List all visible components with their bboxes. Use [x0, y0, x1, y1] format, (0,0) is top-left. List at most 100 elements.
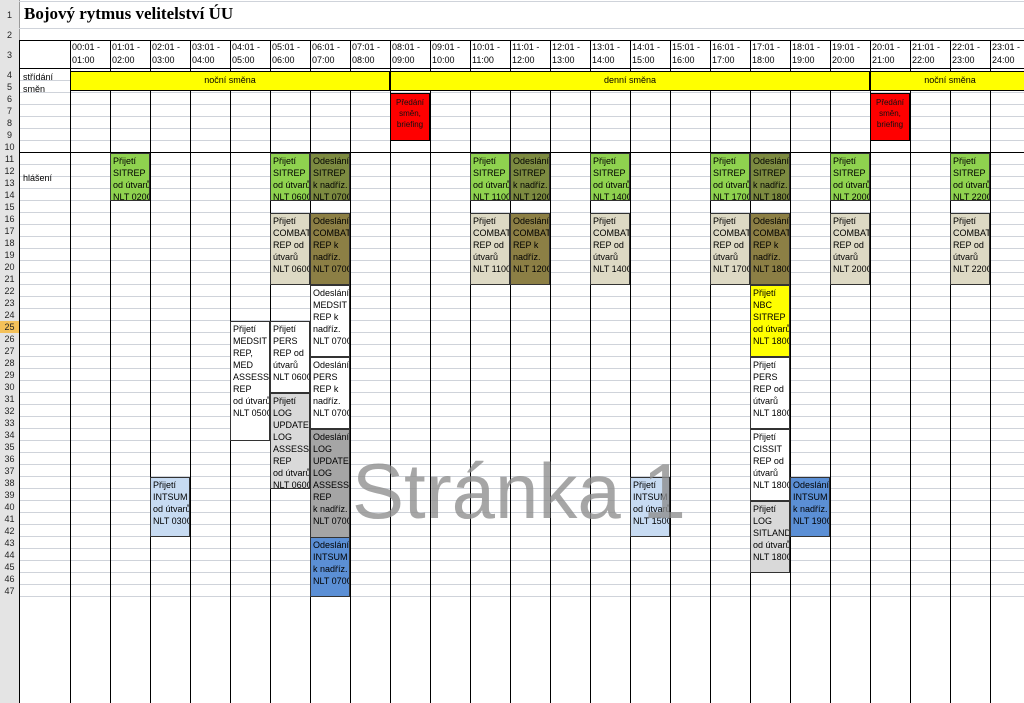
- row-number[interactable]: 16: [4, 214, 15, 224]
- shift-bar[interactable]: noční směna: [70, 71, 390, 91]
- row-number[interactable]: 38: [4, 478, 15, 488]
- row-number[interactable]: 21: [4, 274, 15, 284]
- row-number[interactable]: 22: [4, 286, 15, 296]
- briefing-block[interactable]: Předání směn, briefing: [870, 93, 910, 141]
- report-block[interactable]: Přijetí COMBAT REP od útvarů NLT 1400: [590, 213, 630, 285]
- hour-header[interactable]: 01:01 -02:00: [112, 42, 141, 65]
- row-number[interactable]: 1: [6, 10, 12, 20]
- hour-header[interactable]: 15:01 -16:00: [672, 42, 701, 65]
- hour-header[interactable]: 10:01 -11:00: [472, 42, 501, 65]
- row-number[interactable]: 32: [4, 406, 15, 416]
- hour-header[interactable]: 23:01 -24:00: [992, 42, 1021, 65]
- hour-header[interactable]: 17:01 -18:00: [752, 42, 781, 65]
- report-block[interactable]: Přijetí CISSIT REP od útvarů NLT 1800: [750, 429, 790, 501]
- hour-header[interactable]: 07:01 -08:00: [352, 42, 381, 65]
- hour-header[interactable]: 03:01 -04:00: [192, 42, 221, 65]
- hour-header[interactable]: 18:01 -19:00: [792, 42, 821, 65]
- shift-bar[interactable]: noční směna: [870, 71, 1024, 91]
- row-number[interactable]: 45: [4, 562, 15, 572]
- report-block[interactable]: Přijetí COMBAT REP od útvarů NLT 1100: [470, 213, 510, 285]
- row-number[interactable]: 36: [4, 454, 15, 464]
- row-number[interactable]: 27: [4, 346, 15, 356]
- report-block[interactable]: Přijetí LOG SITLAND od útvarů NLT 1800: [750, 501, 790, 573]
- row-number[interactable]: 42: [4, 526, 15, 536]
- row-number[interactable]: 26: [4, 334, 15, 344]
- row-number[interactable]: 19: [4, 250, 15, 260]
- row-number[interactable]: 35: [4, 442, 15, 452]
- report-block[interactable]: Odeslání LOG UPDATE LOG ASSESS REP k nadříz. NL…: [310, 429, 350, 549]
- hour-header[interactable]: 21:01 -22:00: [912, 42, 941, 65]
- report-block[interactable]: Odeslání SITREP k nadříz. NLT 1200: [510, 153, 550, 201]
- hour-header[interactable]: 11:01 -12:00: [512, 42, 540, 65]
- row-number[interactable]: 7: [6, 106, 12, 116]
- row-number[interactable]: 17: [4, 226, 15, 236]
- row-number[interactable]: 30: [4, 382, 15, 392]
- hour-header[interactable]: 06:01 -07:00: [312, 42, 341, 65]
- row-number[interactable]: 37: [4, 466, 15, 476]
- report-block[interactable]: Přijetí COMBAT REP od útvarů NLT 2000: [830, 213, 870, 285]
- row-number[interactable]: 3: [6, 50, 12, 60]
- report-block[interactable]: Přijetí SITREP od útvarů NLT 0600: [270, 153, 310, 201]
- hour-header[interactable]: 16:01 -17:00: [712, 42, 741, 65]
- hour-header[interactable]: 12:01 -13:00: [552, 42, 581, 65]
- report-block[interactable]: Odeslání MEDSIT REP k nadříz. NLT 0700: [310, 285, 350, 357]
- report-block[interactable]: Přijetí SITREP od útvarů NLT 1400: [590, 153, 630, 201]
- report-block[interactable]: Odeslání COMBAT REP k nadříz. NLT 1800: [750, 213, 790, 285]
- row-number[interactable]: 47: [4, 586, 15, 596]
- report-block[interactable]: Odeslání INTSUM k nadříz. NLT 0700: [310, 537, 350, 597]
- hour-header[interactable]: 00:01 -01:00: [72, 42, 101, 65]
- row-number[interactable]: 10: [4, 142, 15, 152]
- hour-header[interactable]: 19:01 -20:00: [832, 42, 861, 65]
- hour-header[interactable]: 22:01 -23:00: [952, 42, 981, 65]
- row-number[interactable]: 8: [6, 118, 12, 128]
- report-block[interactable]: Přijetí SITREP od útvarů NLT 2200: [950, 153, 990, 201]
- report-block[interactable]: Přijetí COMBAT REP od útvarů NLT 1700: [710, 213, 750, 285]
- hour-header[interactable]: 14:01 -15:00: [632, 42, 661, 65]
- report-block[interactable]: Přijetí INTSUM od útvarů NLT 1500: [630, 477, 670, 537]
- report-block[interactable]: Odeslání SITREP k nadříz. NLT 0700: [310, 153, 350, 201]
- row-number[interactable]: 14: [4, 190, 15, 200]
- row-number[interactable]: 34: [4, 430, 15, 440]
- report-block[interactable]: Odeslání PERS REP k nadříz. NLT 0700: [310, 357, 350, 429]
- row-number[interactable]: 24: [4, 310, 15, 320]
- row-number[interactable]: 6: [6, 94, 12, 104]
- row-number[interactable]: 46: [4, 574, 15, 584]
- row-number[interactable]: 25: [0, 321, 19, 333]
- row-number[interactable]: 11: [4, 154, 15, 164]
- report-block[interactable]: Odeslání COMBAT REP k nadříz. NLT 0700: [310, 213, 350, 285]
- hour-header[interactable]: 13:01 -14:00: [592, 42, 621, 65]
- row-number[interactable]: 5: [6, 82, 12, 92]
- report-block[interactable]: Přijetí MEDSIT REP, MED ASSESS REP od útvarů NL…: [230, 321, 270, 441]
- report-block[interactable]: Přijetí SITREP od útvarů NLT 1700: [710, 153, 750, 201]
- row-number[interactable]: 29: [4, 370, 15, 380]
- hour-header[interactable]: 05:01 -06:00: [272, 42, 301, 65]
- report-block[interactable]: Přijetí PERS REP od útvarů NLT 1800: [750, 357, 790, 429]
- report-block[interactable]: Přijetí NBC SITREP od útvarů NLT 1800: [750, 285, 790, 357]
- row-number[interactable]: 39: [4, 490, 15, 500]
- hour-header[interactable]: 20:01 -21:00: [872, 42, 901, 65]
- row-number[interactable]: 15: [4, 202, 15, 212]
- report-block[interactable]: Přijetí INTSUM od útvarů NLT 0300: [150, 477, 190, 537]
- row-number[interactable]: 9: [6, 130, 12, 140]
- row-number[interactable]: 13: [4, 178, 15, 188]
- row-number[interactable]: 31: [4, 394, 15, 404]
- row-number[interactable]: 41: [4, 514, 15, 524]
- row-number[interactable]: 33: [4, 418, 15, 428]
- row-number[interactable]: 23: [4, 298, 15, 308]
- hour-header[interactable]: 02:01 -03:00: [152, 42, 181, 65]
- row-number[interactable]: 43: [4, 538, 15, 548]
- report-block[interactable]: Přijetí SITREP od útvarů NLT 2000: [830, 153, 870, 201]
- row-number[interactable]: 12: [4, 166, 15, 176]
- shift-bar[interactable]: denní směna: [390, 71, 870, 91]
- row-number[interactable]: 28: [4, 358, 15, 368]
- report-block[interactable]: Přijetí SITREP od útvarů NLT 1100: [470, 153, 510, 201]
- report-block[interactable]: Přijetí COMBAT REP od útvarů NLT 2200: [950, 213, 990, 285]
- report-block[interactable]: Odeslání SITREP k nadříz. NLT 1800: [750, 153, 790, 201]
- report-block[interactable]: Přijetí COMBAT REP od útvarů NLT 0600: [270, 213, 310, 285]
- hour-header[interactable]: 04:01 -05:00: [232, 42, 261, 65]
- report-block[interactable]: Odeslání COMBAT REP k nadříz. NLT 1200: [510, 213, 550, 285]
- row-number[interactable]: 40: [4, 502, 15, 512]
- row-number[interactable]: 18: [4, 238, 15, 248]
- row-number[interactable]: 2: [6, 30, 12, 40]
